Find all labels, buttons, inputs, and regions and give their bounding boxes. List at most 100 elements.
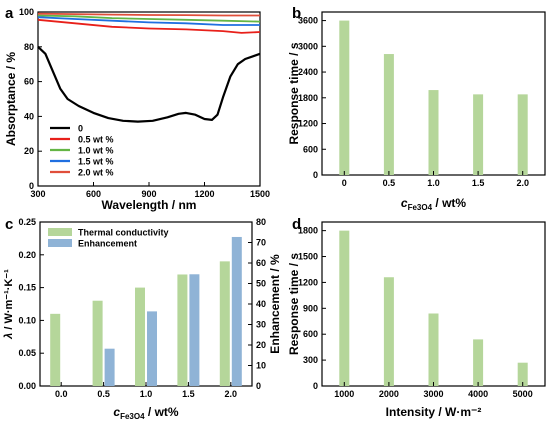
panel-letter-c: c (5, 216, 13, 233)
y-tick-label: 2400 (298, 67, 318, 77)
x-tick-label: 300 (30, 189, 45, 199)
panel-b-response-time-chart: 0 600 1200 1800 2400 3000 3600 0 0.5 1.0 1.5 2.0 Res… (287, 11, 546, 212)
plot-frame (37, 11, 261, 187)
bar-thermal-conductivity (135, 287, 145, 386)
y-tick-label: 0.05 (18, 348, 36, 358)
x-tick-label: 1.0 (140, 389, 153, 399)
x-tick-label: 0.5 (383, 178, 396, 188)
y-tick-label: 0.25 (18, 217, 36, 227)
bar-enhancement (147, 311, 157, 386)
x-tick-label: 1.5 (182, 389, 195, 399)
legend-label: 0 (78, 124, 83, 134)
legend-label: Thermal conductivity (78, 228, 169, 238)
legend-swatch (48, 239, 72, 247)
y-tick-label: 3000 (298, 41, 318, 51)
legend-label: 1.5 wt % (78, 157, 114, 167)
bar (428, 313, 439, 386)
bar-enhancement (104, 348, 115, 386)
y-tick-label: 900 (303, 303, 318, 313)
panel-letter-b: b (292, 5, 301, 22)
y-tick-label: 300 (303, 355, 318, 365)
bar-enhancement (231, 236, 242, 386)
legend-swatch (48, 228, 72, 236)
bar (339, 230, 350, 386)
series-line (37, 18, 261, 34)
y-tick-label: 1200 (298, 119, 318, 129)
legend-label: 0.5 wt % (78, 135, 114, 145)
y2-tick-label: 0 (256, 381, 261, 391)
bar (383, 54, 394, 175)
y2-tick-label: 30 (256, 320, 266, 330)
x-tick-label: 2.0 (516, 178, 529, 188)
bar (517, 362, 528, 386)
bar-thermal-conductivity (92, 300, 103, 386)
y2-axis-label: Enhancement / % (268, 254, 282, 354)
x-tick-label: 5000 (513, 389, 533, 399)
series-line (37, 12, 260, 17)
x-tick-label: 0.5 (97, 389, 110, 399)
legend-label: 1.0 wt % (78, 146, 114, 156)
panel-letter-a: a (5, 5, 14, 22)
y-axis-label: Response time / s (287, 42, 301, 144)
y-tick-label: 20 (24, 146, 34, 156)
y-axis-label: Absorptance / % (4, 52, 18, 146)
y-tick-label: 40 (24, 111, 34, 121)
y-tick-label: 0 (29, 181, 34, 191)
y-tick-label: 1500 (298, 252, 318, 262)
x-tick-label: 4000 (468, 389, 488, 399)
x-tick-label: 2000 (379, 389, 399, 399)
y-tick-label: 1800 (298, 93, 318, 103)
bar (339, 20, 350, 175)
y2-tick-label: 10 (256, 361, 266, 371)
x-tick-label: 1500 (250, 189, 270, 199)
y-tick-label: 60 (24, 77, 34, 87)
x-tick-label: 1200 (194, 189, 214, 199)
x-axis-label: Intensity / W·m⁻² (386, 405, 482, 419)
x-axis-label: cFe3O4 / wt% (401, 196, 466, 212)
x-tick-label: 1000 (334, 389, 354, 399)
y2-tick-label: 70 (256, 238, 266, 248)
y-tick-label: 600 (303, 329, 318, 339)
bar-thermal-conductivity (50, 313, 61, 386)
legend-label: 2.0 wt % (78, 168, 114, 178)
y-tick-label: 0.20 (18, 250, 36, 260)
x-tick-label: 0.0 (55, 389, 68, 399)
bar-thermal-conductivity (177, 274, 188, 386)
bar (473, 94, 484, 175)
bar (428, 90, 439, 175)
y-axis-label: λ / W·m⁻¹·K⁻¹ (3, 269, 15, 340)
y-tick-label: 600 (303, 144, 318, 154)
bar (383, 277, 394, 386)
y2-tick-label: 40 (256, 299, 266, 309)
panel-letter-d: d (292, 216, 301, 233)
y-tick-label: 1200 (298, 277, 318, 287)
y-tick-label: 0.15 (18, 283, 36, 293)
y-tick-label: 0 (313, 170, 318, 180)
y-tick-label: 0.00 (18, 381, 36, 391)
bar-enhancement (189, 274, 200, 386)
y2-tick-label: 60 (256, 258, 266, 268)
x-tick-label: 2.0 (225, 389, 238, 399)
x-axis-label: cFe3O4 / wt% (113, 405, 178, 421)
y2-tick-label: 80 (256, 217, 266, 227)
x-tick-label: 1.0 (427, 178, 440, 188)
bar-thermal-conductivity (219, 261, 230, 386)
y-tick-label: 1800 (298, 226, 318, 236)
y-tick-label: 0.10 (18, 315, 36, 325)
y-axis-label: Response time / s (287, 253, 301, 355)
series-line (37, 16, 260, 26)
x-tick-label: 900 (141, 189, 156, 199)
x-tick-label: 0 (342, 178, 347, 188)
x-axis-label: Wavelength / nm (102, 198, 197, 212)
series-line (37, 46, 261, 123)
panel-c-thermal-conductivity-chart: 0.00 0.05 0.10 0.15 0.20 0.25 0 10 20 30 40 50 60 70 8… (3, 217, 282, 421)
y-tick-label: 80 (24, 42, 34, 52)
x-tick-label: 600 (86, 189, 101, 199)
bar (473, 339, 484, 386)
x-tick-label: 3000 (423, 389, 443, 399)
series-line (37, 14, 261, 23)
panel-d-intensity-response-chart: 0 300 600 900 1200 1500 1800 1000 2000 3000 4000 50… (287, 221, 546, 419)
y2-tick-label: 50 (256, 279, 266, 289)
panel-a-absorptance-chart: 300 600 900 1200 1500 0 20 40 60 80 100 Wavelength … (4, 7, 270, 212)
